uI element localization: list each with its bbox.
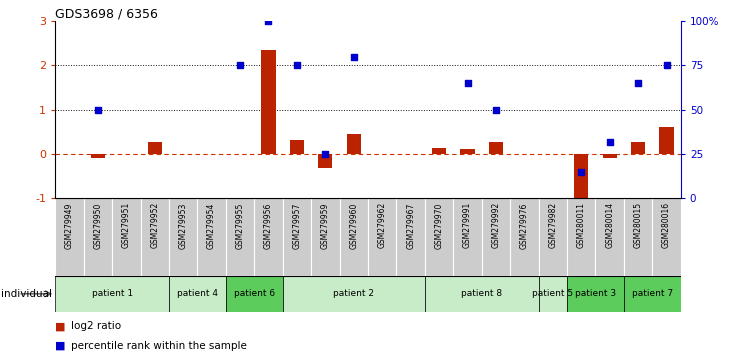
FancyBboxPatch shape <box>368 198 397 276</box>
FancyBboxPatch shape <box>510 198 539 276</box>
FancyBboxPatch shape <box>55 198 84 276</box>
Text: patient 6: patient 6 <box>234 289 275 298</box>
FancyBboxPatch shape <box>539 276 567 312</box>
Bar <box>659 127 673 154</box>
FancyBboxPatch shape <box>624 198 652 276</box>
Text: GSM280015: GSM280015 <box>634 202 643 248</box>
FancyBboxPatch shape <box>539 198 567 276</box>
Text: ■: ■ <box>55 321 66 331</box>
Text: GSM279956: GSM279956 <box>264 202 273 249</box>
Bar <box>347 134 361 154</box>
FancyBboxPatch shape <box>283 276 425 312</box>
Text: GSM279967: GSM279967 <box>406 202 415 249</box>
FancyBboxPatch shape <box>595 198 624 276</box>
Text: individual: individual <box>1 289 52 299</box>
Bar <box>603 154 617 158</box>
Text: ■: ■ <box>55 341 66 350</box>
FancyBboxPatch shape <box>425 276 539 312</box>
FancyBboxPatch shape <box>339 198 368 276</box>
Text: GSM279951: GSM279951 <box>121 202 131 249</box>
FancyBboxPatch shape <box>84 198 112 276</box>
Bar <box>631 142 645 154</box>
Text: GSM279959: GSM279959 <box>321 202 330 249</box>
Text: patient 5: patient 5 <box>532 289 573 298</box>
Text: GDS3698 / 6356: GDS3698 / 6356 <box>55 7 158 20</box>
Text: GSM279957: GSM279957 <box>292 202 302 249</box>
FancyBboxPatch shape <box>169 276 226 312</box>
Text: GSM279949: GSM279949 <box>65 202 74 249</box>
Point <box>319 151 331 157</box>
Point <box>576 169 587 175</box>
Point <box>234 63 246 68</box>
Text: GSM280016: GSM280016 <box>662 202 671 248</box>
Bar <box>574 154 588 200</box>
Bar <box>432 148 446 154</box>
Point <box>604 139 615 144</box>
Text: patient 8: patient 8 <box>461 289 502 298</box>
Text: GSM279992: GSM279992 <box>492 202 500 249</box>
Text: patient 3: patient 3 <box>575 289 616 298</box>
Bar <box>489 142 503 154</box>
FancyBboxPatch shape <box>112 198 141 276</box>
FancyBboxPatch shape <box>226 276 283 312</box>
Text: GSM280011: GSM280011 <box>577 202 586 248</box>
Point <box>291 63 302 68</box>
FancyBboxPatch shape <box>567 276 624 312</box>
Text: patient 2: patient 2 <box>333 289 375 298</box>
Bar <box>261 50 275 154</box>
FancyBboxPatch shape <box>425 198 453 276</box>
Text: patient 7: patient 7 <box>631 289 673 298</box>
Text: GSM279950: GSM279950 <box>93 202 102 249</box>
Text: GSM279955: GSM279955 <box>236 202 244 249</box>
Text: GSM279953: GSM279953 <box>179 202 188 249</box>
FancyBboxPatch shape <box>453 198 482 276</box>
Bar <box>461 149 475 154</box>
Text: GSM279976: GSM279976 <box>520 202 529 249</box>
Point <box>348 54 360 59</box>
FancyBboxPatch shape <box>311 198 339 276</box>
Text: GSM279991: GSM279991 <box>463 202 472 249</box>
FancyBboxPatch shape <box>197 198 226 276</box>
Point <box>263 18 275 24</box>
FancyBboxPatch shape <box>169 198 197 276</box>
Bar <box>318 154 333 168</box>
FancyBboxPatch shape <box>55 276 169 312</box>
Point <box>661 63 673 68</box>
Bar <box>148 142 162 154</box>
FancyBboxPatch shape <box>226 198 254 276</box>
Bar <box>290 140 304 154</box>
Text: GSM279954: GSM279954 <box>207 202 216 249</box>
FancyBboxPatch shape <box>397 198 425 276</box>
Text: GSM280014: GSM280014 <box>605 202 615 248</box>
FancyBboxPatch shape <box>624 276 681 312</box>
FancyBboxPatch shape <box>652 198 681 276</box>
Point <box>632 80 644 86</box>
FancyBboxPatch shape <box>141 198 169 276</box>
Point <box>461 80 473 86</box>
Point <box>490 107 502 113</box>
Point <box>92 107 104 113</box>
FancyBboxPatch shape <box>283 198 311 276</box>
Text: patient 4: patient 4 <box>177 289 218 298</box>
Text: GSM279970: GSM279970 <box>434 202 444 249</box>
FancyBboxPatch shape <box>254 198 283 276</box>
Text: GSM279982: GSM279982 <box>548 202 557 248</box>
Bar <box>91 154 105 158</box>
Text: GSM279960: GSM279960 <box>350 202 358 249</box>
Text: patient 1: patient 1 <box>91 289 132 298</box>
FancyBboxPatch shape <box>482 198 510 276</box>
Text: log2 ratio: log2 ratio <box>71 321 121 331</box>
FancyBboxPatch shape <box>567 198 595 276</box>
Text: GSM279962: GSM279962 <box>378 202 386 249</box>
Text: GSM279952: GSM279952 <box>150 202 159 249</box>
Text: percentile rank within the sample: percentile rank within the sample <box>71 341 247 350</box>
